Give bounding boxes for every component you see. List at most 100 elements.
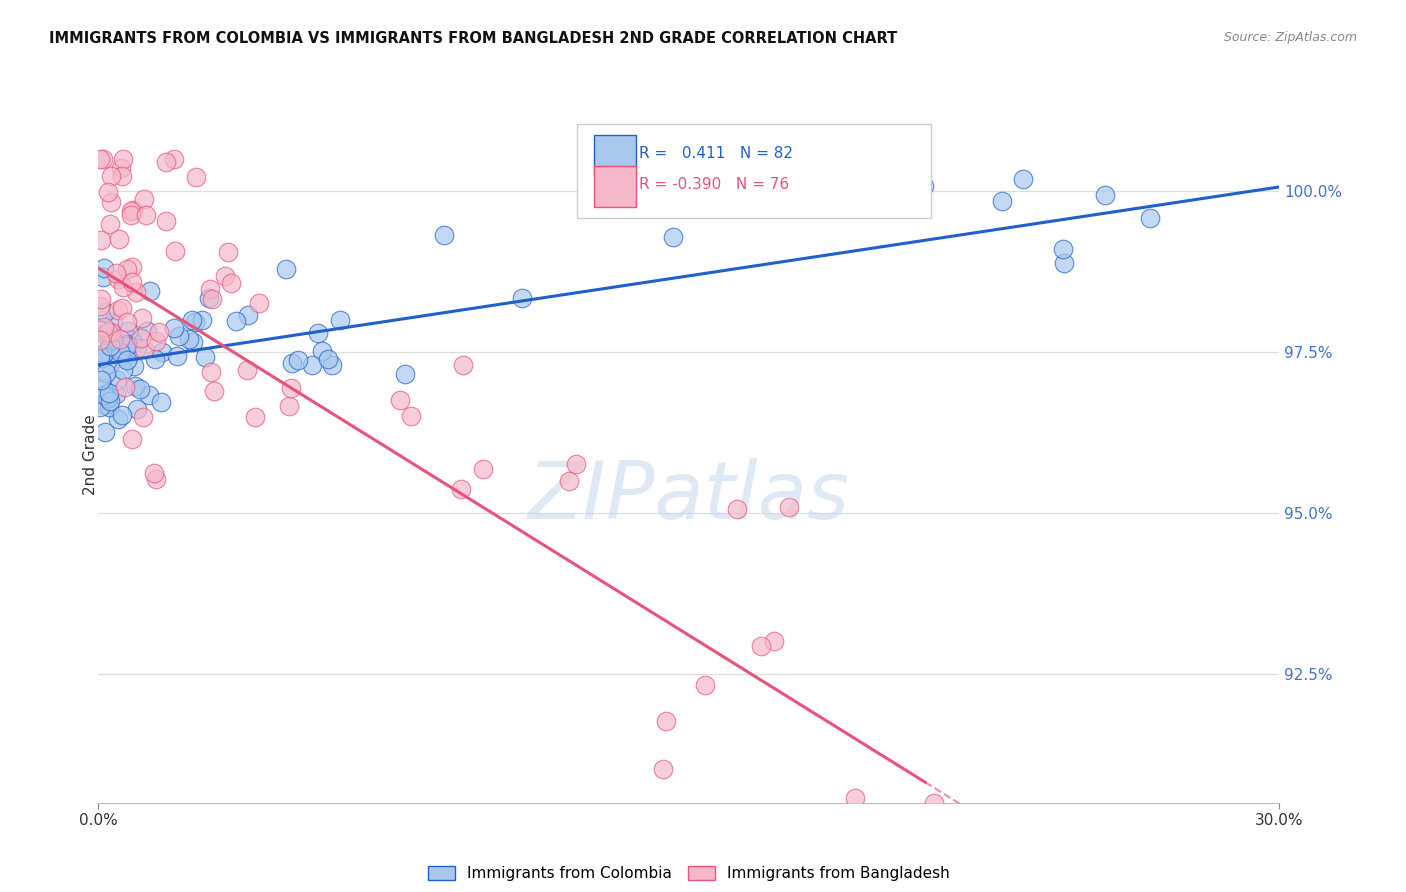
Point — [117, 325, 139, 339]
Point — [89, 349, 111, 363]
Point — [93, 327, 115, 342]
Point — [155, 214, 177, 228]
Point — [111, 152, 134, 166]
Point — [90, 373, 112, 387]
Point — [155, 154, 177, 169]
Point — [108, 332, 131, 346]
Point — [111, 169, 134, 183]
Point — [128, 382, 150, 396]
Point — [451, 358, 474, 372]
Legend: Immigrants from Colombia, Immigrants from Bangladesh: Immigrants from Colombia, Immigrants fro… — [423, 862, 955, 886]
Point — [117, 262, 139, 277]
Point — [225, 314, 247, 328]
Y-axis label: 2nd Grade: 2nd Grade — [83, 415, 97, 495]
Point — [321, 358, 343, 372]
Point — [163, 321, 186, 335]
Point — [131, 409, 153, 424]
Text: R = -0.390   N = 76: R = -0.390 N = 76 — [640, 178, 789, 193]
Point — [924, 796, 946, 810]
Point — [512, 292, 534, 306]
Point — [121, 432, 143, 446]
Point — [433, 228, 456, 243]
Point — [110, 161, 132, 176]
Point — [651, 762, 673, 776]
Point — [778, 500, 800, 514]
Point — [558, 474, 581, 488]
Point — [89, 299, 111, 313]
Point — [565, 457, 588, 471]
Point — [762, 634, 785, 648]
Point — [181, 313, 204, 327]
Point — [1094, 187, 1116, 202]
Point — [149, 395, 172, 409]
Point — [1012, 172, 1035, 186]
Point — [97, 326, 120, 340]
Point — [97, 391, 120, 405]
Point — [143, 467, 166, 481]
Point — [112, 280, 135, 294]
Point — [115, 336, 138, 351]
Point — [117, 351, 139, 365]
Point — [307, 326, 329, 340]
Point — [98, 217, 121, 231]
Point — [111, 343, 134, 358]
Point — [181, 334, 204, 349]
Point — [120, 203, 142, 218]
Point — [105, 387, 128, 401]
Point — [89, 348, 111, 362]
Point — [281, 356, 304, 370]
Point — [108, 344, 131, 359]
Point — [121, 275, 143, 289]
Point — [110, 408, 132, 422]
Point — [202, 384, 225, 399]
Point — [107, 232, 129, 246]
Point — [100, 195, 122, 210]
Point — [100, 325, 122, 339]
Point — [235, 362, 257, 376]
Point — [135, 324, 157, 338]
Point — [114, 379, 136, 393]
FancyBboxPatch shape — [595, 135, 636, 175]
Point — [138, 388, 160, 402]
Point — [91, 152, 114, 166]
Point — [388, 392, 411, 407]
Point — [194, 350, 217, 364]
Point — [89, 400, 111, 414]
Point — [97, 186, 120, 200]
Point — [103, 334, 125, 348]
Point — [139, 284, 162, 298]
Point — [287, 353, 309, 368]
Point — [655, 714, 678, 729]
Point — [98, 357, 121, 371]
Point — [148, 325, 170, 339]
Point — [90, 292, 112, 306]
Point — [105, 373, 128, 387]
Point — [117, 352, 139, 367]
Point — [121, 260, 143, 274]
Point — [124, 379, 146, 393]
Point — [991, 194, 1014, 208]
Point — [89, 323, 111, 337]
Point — [200, 365, 222, 379]
Point — [201, 292, 224, 306]
Text: IMMIGRANTS FROM COLOMBIA VS IMMIGRANTS FROM BANGLADESH 2ND GRADE CORRELATION CHA: IMMIGRANTS FROM COLOMBIA VS IMMIGRANTS F… — [49, 31, 897, 46]
Point — [316, 352, 339, 367]
Point — [127, 401, 149, 416]
Point — [107, 302, 129, 317]
Point — [122, 359, 145, 373]
Point — [135, 208, 157, 222]
Point — [167, 328, 190, 343]
Point — [177, 332, 200, 346]
Point — [163, 152, 186, 166]
Point — [912, 178, 935, 193]
Text: Source: ZipAtlas.com: Source: ZipAtlas.com — [1223, 31, 1357, 45]
Point — [277, 400, 299, 414]
Point — [90, 233, 112, 247]
Point — [1139, 211, 1161, 225]
Point — [844, 790, 866, 805]
Point — [131, 311, 153, 326]
Point — [98, 400, 121, 414]
Point — [132, 192, 155, 206]
Point — [166, 349, 188, 363]
Point — [749, 639, 772, 653]
